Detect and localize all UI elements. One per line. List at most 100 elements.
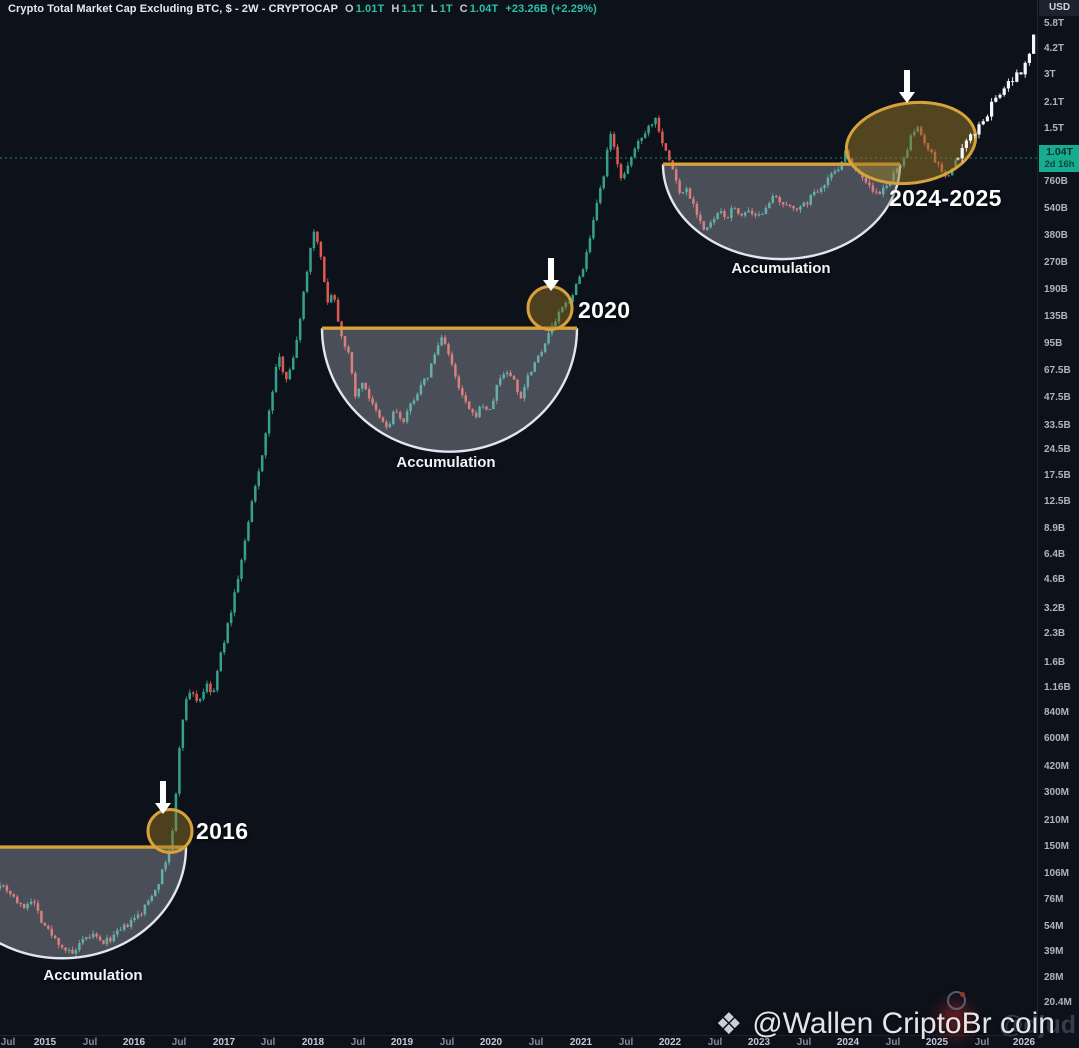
- change-value: +23.26B (+2.29%): [505, 3, 597, 15]
- price-tick: 420M: [1044, 760, 1070, 772]
- accumulation-cup-drawing-1[interactable]: [0, 845, 188, 960]
- watermark-handle: @Wallen CriptoBr coin: [752, 1007, 1055, 1040]
- down-arrow-icon[interactable]: [543, 258, 559, 291]
- price-tick: 4.2T: [1044, 43, 1065, 55]
- price-tick: 1.16B: [1044, 681, 1071, 693]
- price-tick: 106M: [1044, 868, 1070, 880]
- price-tick: 760B: [1044, 176, 1068, 188]
- time-tick: Jul: [885, 1037, 901, 1048]
- time-tick: 2019: [390, 1037, 414, 1048]
- price-tick: 24.5B: [1044, 444, 1071, 456]
- ohlc-value: 1.04T: [469, 3, 499, 15]
- price-tick: 6.4B: [1044, 548, 1066, 560]
- ohlc-value: 1T: [439, 3, 453, 15]
- breakout-ellipse-1[interactable]: [146, 808, 194, 854]
- faint-watermark: @djud: [998, 1011, 1076, 1039]
- time-tick: Jul: [974, 1037, 990, 1048]
- price-series: [0, 115, 957, 957]
- time-tick: Jul: [0, 1037, 16, 1048]
- price-tick: 47.5B: [1044, 392, 1071, 404]
- projected-candles: [956, 34, 1036, 163]
- price-tick: 76M: [1044, 894, 1064, 906]
- time-axis[interactable]: Jul 2015 Jul 2016 Jul 2017 Jul 2018 Jul 2019 Jul 20…: [0, 1035, 1037, 1048]
- price-tick: 5.8T: [1044, 18, 1065, 30]
- current-price-tag: 1.04T 2d 16h: [1039, 145, 1079, 172]
- price-tick: 20.4M: [1044, 996, 1072, 1008]
- ohlc-label: L: [430, 3, 438, 15]
- ohlc-label: H: [391, 3, 400, 15]
- price-axis[interactable]: USD 1.04T 2d 16h 5.8T 4.2T 3T 2.1T 1.5T 760B 5…: [1037, 0, 1079, 1035]
- price-tick: 39M: [1044, 946, 1064, 958]
- price-tick: 3T: [1044, 69, 1056, 81]
- time-tick: 2021: [569, 1037, 593, 1048]
- dart-icon: [947, 991, 966, 1010]
- down-arrow-icon[interactable]: [155, 781, 171, 814]
- time-tick: 2025: [925, 1037, 949, 1048]
- time-tick: 2018: [301, 1037, 325, 1048]
- chart-legend: Crypto Total Market Cap Excluding BTC, $…: [8, 3, 597, 15]
- binance-logo-icon: ❖: [715, 1008, 743, 1041]
- price-tick: 28M: [1044, 971, 1064, 983]
- accumulation-label-3: Accumulation: [731, 260, 831, 277]
- time-tick: Jul: [618, 1037, 634, 1048]
- down-arrow-icon[interactable]: [899, 70, 915, 103]
- price-tick: 300M: [1044, 787, 1070, 799]
- price-tick: 1.6B: [1044, 656, 1066, 668]
- time-tick: 2016: [122, 1037, 146, 1048]
- price-tick: 67.5B: [1044, 365, 1071, 377]
- price-tick: 150M: [1044, 841, 1070, 853]
- ohlc-label: C: [459, 3, 468, 15]
- price-tick: 190B: [1044, 284, 1068, 296]
- price-tick: 135B: [1044, 311, 1068, 323]
- candlestick-chart[interactable]: [0, 0, 1037, 1035]
- price-tick: 270B: [1044, 257, 1068, 269]
- price-tick: 3.2B: [1044, 602, 1066, 614]
- price-tick: 4.6B: [1044, 574, 1066, 586]
- label-2016: 2016: [196, 818, 249, 844]
- label-2024-2025: 2024-2025: [889, 185, 1002, 211]
- time-tick: 2026: [1012, 1037, 1036, 1048]
- price-tick: 33.5B: [1044, 419, 1071, 431]
- accumulation-label-1: Accumulation: [43, 967, 143, 984]
- breakout-ellipse-2[interactable]: [526, 285, 574, 331]
- price-tick: 95B: [1044, 338, 1063, 350]
- accumulation-cup-drawing-3[interactable]: [661, 162, 902, 261]
- price-tick: 54M: [1044, 920, 1064, 932]
- price-tick: 1.5T: [1044, 123, 1065, 135]
- breakout-ellipse-3[interactable]: [841, 94, 981, 191]
- ohlc-label: O: [345, 3, 354, 15]
- accumulation-label-2: Accumulation: [396, 454, 496, 471]
- label-2020: 2020: [578, 297, 631, 323]
- price-tick: 17.5B: [1044, 470, 1071, 482]
- price-tick: 210M: [1044, 814, 1070, 826]
- symbol-title[interactable]: Crypto Total Market Cap Excluding BTC, $…: [8, 3, 339, 15]
- time-tick: Jul: [350, 1037, 366, 1048]
- time-tick: Jul: [796, 1037, 812, 1048]
- time-tick: 2022: [658, 1037, 682, 1048]
- price-tick: 540B: [1044, 203, 1068, 215]
- price-tick: 380B: [1044, 230, 1068, 242]
- time-tick: 2024: [836, 1037, 860, 1048]
- price-tick: 12.5B: [1044, 496, 1071, 508]
- ohlc-value: 1.01T: [355, 3, 385, 15]
- time-tick: Jul: [707, 1037, 723, 1048]
- currency-button[interactable]: USD: [1039, 0, 1079, 16]
- watermark: ❖ @Wallen CriptoBr coin: [715, 1007, 1055, 1042]
- time-tick: 2023: [747, 1037, 771, 1048]
- current-price-value: 1.04T: [1046, 146, 1073, 158]
- time-tick: Jul: [260, 1037, 276, 1048]
- ohlc-value: 1.1T: [401, 3, 424, 15]
- price-tick: 2.1T: [1044, 97, 1065, 109]
- accumulation-cup-drawing-2[interactable]: [320, 326, 579, 453]
- time-tick: Jul: [171, 1037, 187, 1048]
- time-tick: Jul: [528, 1037, 544, 1048]
- time-tick: 2015: [33, 1037, 57, 1048]
- price-tick: 2.3B: [1044, 628, 1066, 640]
- time-tick: 2020: [479, 1037, 503, 1048]
- price-tick: 600M: [1044, 733, 1070, 745]
- time-tick: Jul: [439, 1037, 455, 1048]
- price-tick: 8.9B: [1044, 522, 1066, 534]
- time-tick: 2017: [212, 1037, 236, 1048]
- ohlc-values: O 1.01T H 1.1T L 1T C 1.04T: [338, 3, 498, 15]
